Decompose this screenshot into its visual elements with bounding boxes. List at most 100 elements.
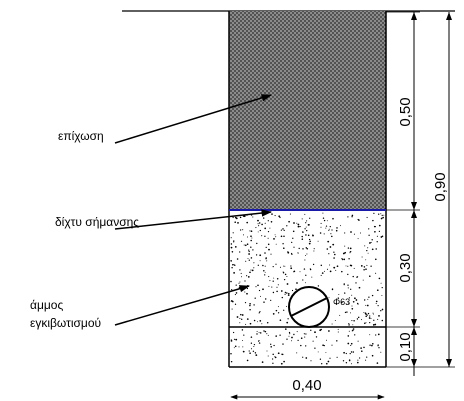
sand-grain	[248, 249, 250, 251]
sand-grain	[353, 233, 355, 235]
sand-grain	[366, 264, 368, 266]
sand-grain	[340, 301, 343, 304]
sand-grain	[250, 336, 253, 338]
sand-grain	[249, 322, 252, 325]
sand-grain	[301, 235, 303, 238]
sand-grain	[268, 276, 270, 278]
sand-grain	[323, 344, 325, 347]
sand-grain	[299, 271, 301, 273]
sand-grain	[363, 312, 365, 313]
sand-grain	[305, 226, 307, 228]
sand-grain	[259, 332, 262, 334]
sand-grain	[243, 215, 246, 218]
sand-grain	[242, 350, 245, 353]
sand-grain	[331, 235, 333, 238]
sand-grain	[333, 253, 336, 256]
sand-grain	[322, 212, 324, 214]
backfill-layer	[229, 11, 386, 209]
sand-grain	[304, 259, 306, 261]
sand-grain	[347, 273, 349, 276]
sand-grain	[321, 272, 324, 274]
sand-grain	[325, 351, 327, 353]
sand-grain	[305, 282, 306, 284]
sand-grain	[356, 302, 359, 305]
bottom-layer-dimension-text: 0,10	[397, 332, 414, 361]
sand-grain	[332, 243, 335, 246]
sand-grain	[269, 280, 271, 282]
sand-grain	[277, 284, 279, 286]
sand-grain	[235, 284, 237, 286]
sand-grain	[288, 335, 290, 337]
sand-grain	[264, 227, 267, 230]
sand-grain	[357, 359, 359, 361]
sand-grain	[374, 323, 377, 326]
sand-grain	[242, 346, 244, 348]
sand-grain	[230, 340, 233, 342]
sand-grain	[259, 320, 262, 322]
sand-grain	[298, 247, 300, 250]
sand-grain	[373, 313, 375, 315]
sand-grain	[310, 329, 312, 331]
sand-grain	[329, 225, 331, 228]
sand-grain	[289, 333, 291, 335]
sand-grain	[312, 234, 314, 237]
sand-grain	[279, 266, 282, 268]
sand-grain	[278, 215, 281, 218]
sand-grain	[370, 318, 372, 320]
sand-grain	[323, 233, 325, 235]
sand-grain	[249, 271, 251, 274]
sand-grain	[366, 249, 368, 252]
sand-grain	[372, 312, 374, 314]
sand-grain	[328, 229, 330, 232]
sand-grain	[366, 304, 369, 307]
sand-grain	[367, 247, 369, 249]
sand-grain	[346, 311, 348, 313]
sand-grain	[304, 213, 306, 215]
sand-grain	[261, 361, 264, 363]
dim-arrow-mid2-down	[411, 327, 417, 335]
sand-grain	[380, 217, 383, 220]
sand-grain	[297, 225, 300, 228]
sand-grain	[240, 272, 242, 274]
sand-grain	[297, 223, 300, 226]
sand-grain	[360, 265, 363, 267]
sand-grain	[243, 334, 245, 336]
sand-grain	[250, 235, 252, 237]
sand-grain	[257, 223, 259, 225]
sand-grain	[329, 357, 331, 359]
sand-grain	[363, 266, 366, 268]
sand-grain	[288, 331, 291, 334]
sand-grain	[244, 291, 246, 293]
sand-grain	[342, 259, 344, 261]
sand-grain	[304, 228, 306, 230]
sand-grain	[230, 300, 232, 302]
sand-grain	[320, 274, 322, 276]
warning-net-leader	[114, 209, 273, 230]
sand-grain	[268, 285, 270, 287]
sand-grain	[271, 358, 274, 360]
sand-grain	[284, 273, 287, 276]
sand-grain	[377, 333, 380, 336]
sand-grain	[350, 342, 353, 345]
sand-grain	[380, 236, 383, 238]
sand-grain	[230, 280, 232, 283]
sand-grain	[284, 328, 287, 330]
sand-grain	[327, 360, 330, 363]
sand-grain	[291, 336, 293, 339]
sand-grain	[271, 213, 273, 215]
sand-grain	[265, 258, 267, 260]
sand-grain	[371, 239, 373, 241]
sand-grain	[236, 316, 239, 318]
sand-grain	[299, 225, 301, 228]
sand-grain	[282, 272, 285, 274]
sand-grain	[367, 252, 369, 254]
sand-grain	[335, 229, 338, 232]
sand-grain	[305, 247, 308, 249]
sand-grain	[347, 284, 349, 286]
dim-arrow-mid1-up	[411, 202, 417, 210]
sand-grain	[348, 330, 350, 332]
sand-grain	[266, 350, 268, 352]
sand-grain	[287, 318, 289, 320]
sand-grain	[235, 338, 238, 341]
sand-grain	[282, 228, 284, 230]
